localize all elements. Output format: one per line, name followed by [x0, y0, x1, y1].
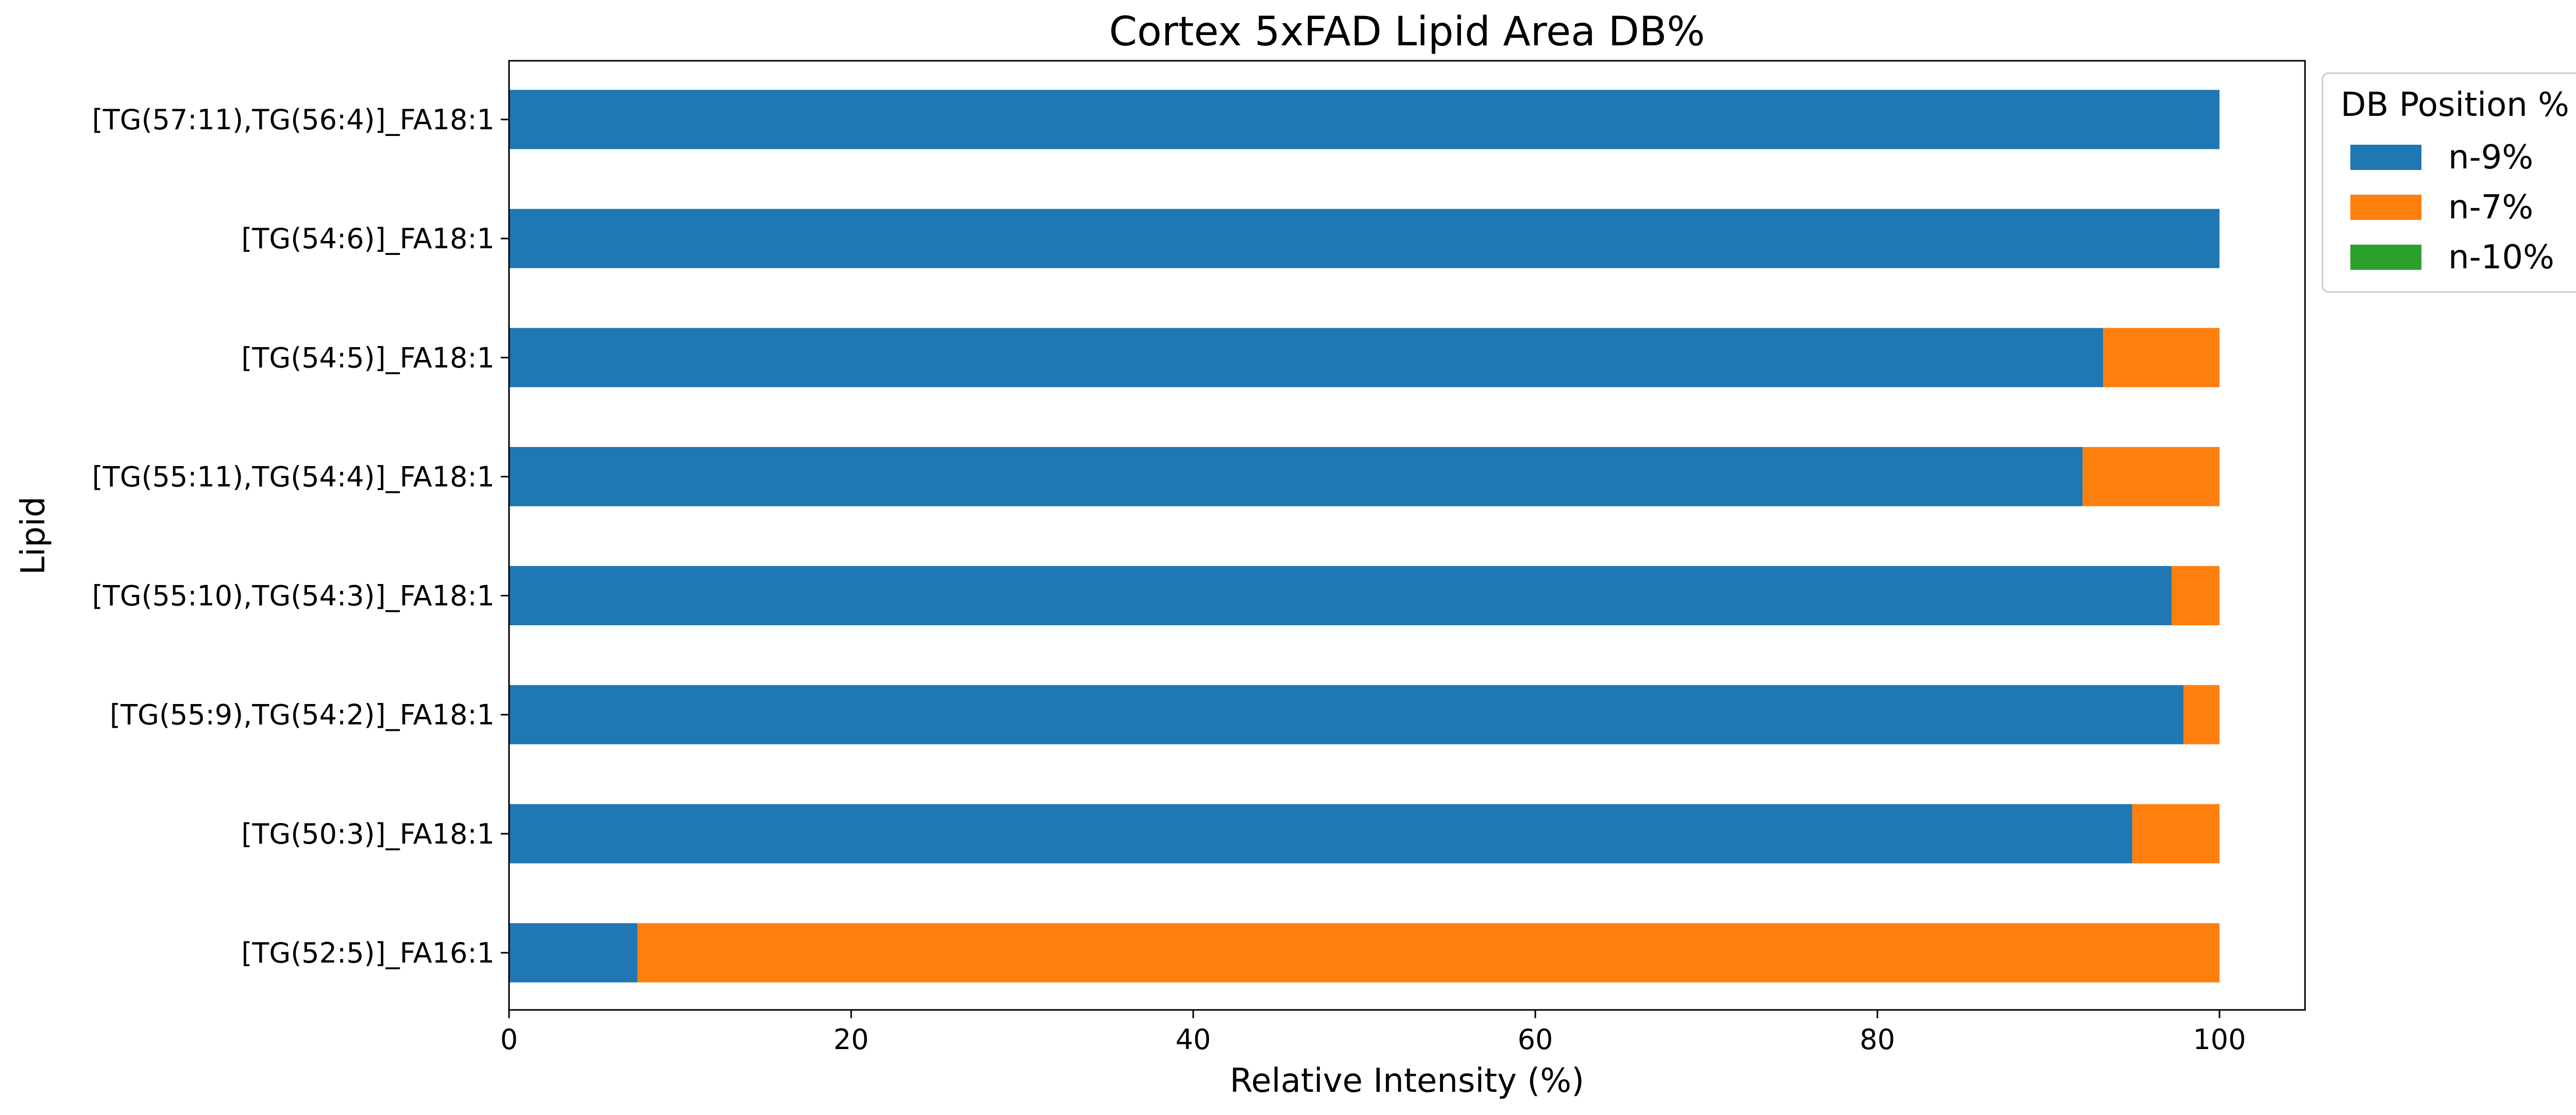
bar-2-4: [2082, 447, 2219, 506]
x-tick-label: 40: [1176, 1023, 1211, 1056]
bar-2-3: [2103, 328, 2219, 387]
legend-box: [2321, 72, 2576, 293]
bar-1-1: [509, 90, 2219, 149]
bar-1-6: [509, 685, 2184, 745]
x-tick-label: 80: [1860, 1023, 1895, 1056]
bar-1-4: [509, 447, 2083, 506]
bar-2-8: [637, 923, 2219, 983]
legend-title: DB Position %: [2341, 86, 2569, 124]
bar-1-8: [509, 923, 637, 983]
legend-swatch-2: [2350, 195, 2421, 220]
y-axis: [TG(57:11),TG(56:4)]_FA18:1 [TG(54:6)]_FA…: [92, 104, 509, 969]
x-axis-label: Relative Intensity (%): [1230, 1062, 1584, 1100]
x-tick-label: 0: [500, 1023, 518, 1056]
bar-2-6: [2183, 685, 2219, 745]
y-tick-label: [TG(57:11),TG(56:4)]_FA18:1: [92, 104, 495, 136]
y-tick-label: [TG(54:6)]_FA18:1: [241, 222, 495, 255]
legend-label-1: n-9%: [2448, 139, 2533, 177]
bar-1-2: [509, 209, 2219, 268]
bar-1-3: [509, 328, 2104, 387]
y-tick-label: [TG(55:10),TG(54:3)]_FA18:1: [92, 580, 495, 612]
bar-2-5: [2172, 566, 2219, 626]
legend-swatch-3: [2350, 245, 2421, 270]
legend-items: n-9% n-7% n-10%: [2350, 139, 2554, 277]
y-tick-label: [TG(54:5)]_FA18:1: [241, 341, 495, 374]
bar-1-5: [509, 566, 2172, 626]
plot-area-frame: [508, 60, 2306, 1011]
x-tick-label: 60: [1518, 1023, 1553, 1056]
legend-label-3: n-10%: [2448, 238, 2554, 277]
legend-label-2: n-7%: [2448, 188, 2533, 227]
y-tick-label: [TG(55:9),TG(54:2)]_FA18:1: [110, 699, 495, 731]
x-tick-label: 100: [2193, 1023, 2246, 1056]
legend: DB Position % n-9% n-7% n-10%: [2321, 72, 2576, 293]
bar-2-7: [2132, 804, 2219, 864]
y-tick-label: [TG(52:5)]_FA16:1: [241, 937, 495, 969]
y-tick-label: [TG(55:11),TG(54:4)]_FA18:1: [92, 460, 495, 493]
bars-group: [509, 90, 2219, 983]
y-axis-label: Lipid: [14, 496, 53, 575]
x-tick-label: 20: [834, 1023, 869, 1056]
y-tick-label: [TG(50:3)]_FA18:1: [241, 818, 495, 850]
legend-swatch-1: [2350, 145, 2421, 170]
chart-title: Cortex 5xFAD Lipid Area DB%: [1109, 9, 1705, 55]
bar-1-7: [509, 804, 2132, 864]
x-axis: 0 20 40 60 80 100: [500, 1010, 2246, 1056]
